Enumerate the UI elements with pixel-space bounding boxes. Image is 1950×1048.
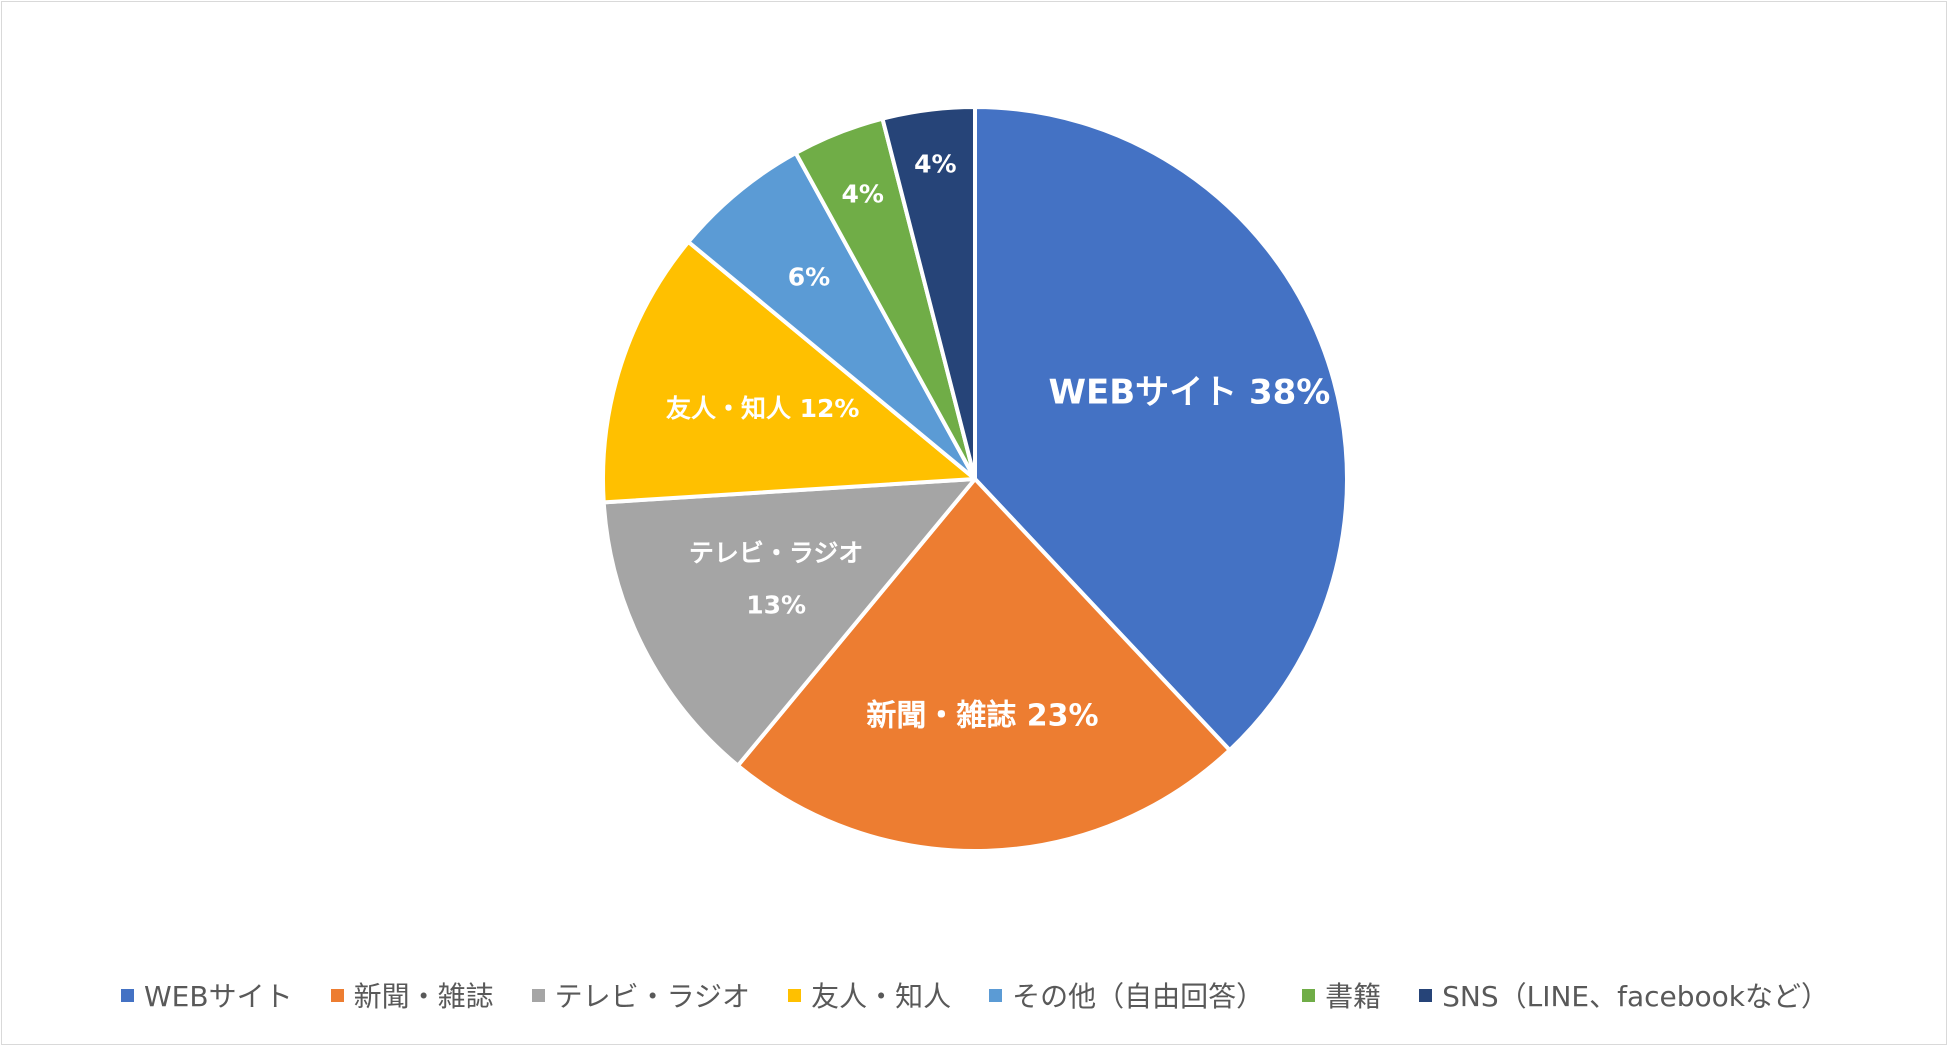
legend-item: 友人・知人 xyxy=(788,975,951,1015)
pie-slice xyxy=(973,105,1349,753)
data-label: 13% xyxy=(746,590,806,619)
data-label: 新聞・雑誌 23% xyxy=(866,698,1098,733)
data-label: テレビ・ラジオ xyxy=(689,538,864,567)
legend-swatch xyxy=(1419,988,1433,1002)
legend-item: その他（自由回答） xyxy=(989,975,1264,1015)
legend-label: テレビ・ラジオ xyxy=(554,980,751,1013)
pie-slice xyxy=(880,105,977,481)
legend-item: 書籍 xyxy=(1302,975,1381,1015)
pie-slice xyxy=(686,151,977,481)
data-label: 6% xyxy=(788,262,830,291)
pie-slice xyxy=(735,477,1232,853)
legend-swatch xyxy=(121,988,134,1002)
legend-swatch xyxy=(1302,988,1316,1002)
data-label: 4% xyxy=(914,149,956,178)
legend-swatch xyxy=(330,988,344,1002)
legend: WEBサイト 新聞・雑誌 テレビ・ラジオ 友人・知人 その他（自由回答） 書籍 SNS（LI… xyxy=(0,970,1950,1020)
legend-swatch xyxy=(531,988,545,1002)
pie-slice xyxy=(601,477,977,768)
legend-item: WEBサイト xyxy=(121,975,293,1015)
legend-label: 新聞・雑誌 xyxy=(353,980,494,1013)
data-label: WEBサイト 38% xyxy=(1049,373,1331,413)
legend-label: 書籍 xyxy=(1325,980,1382,1013)
legend-label: その他（自由回答） xyxy=(1012,980,1265,1013)
legend-label: WEBサイト xyxy=(144,980,293,1013)
legend-swatch xyxy=(989,988,1003,1002)
legend-item: テレビ・ラジオ xyxy=(531,975,751,1015)
pie-slice xyxy=(601,239,977,505)
legend-item: SNS（LINE、facebookなど） xyxy=(1419,975,1829,1015)
legend-swatch xyxy=(788,988,802,1002)
legend-label: 友人・知人 xyxy=(811,980,952,1013)
legend-item: 新聞・雑誌 xyxy=(330,975,494,1015)
data-label: 4% xyxy=(841,179,883,208)
data-label: 友人・知人 12% xyxy=(666,394,860,423)
legend-label: SNS（LINE、facebookなど） xyxy=(1442,980,1829,1013)
